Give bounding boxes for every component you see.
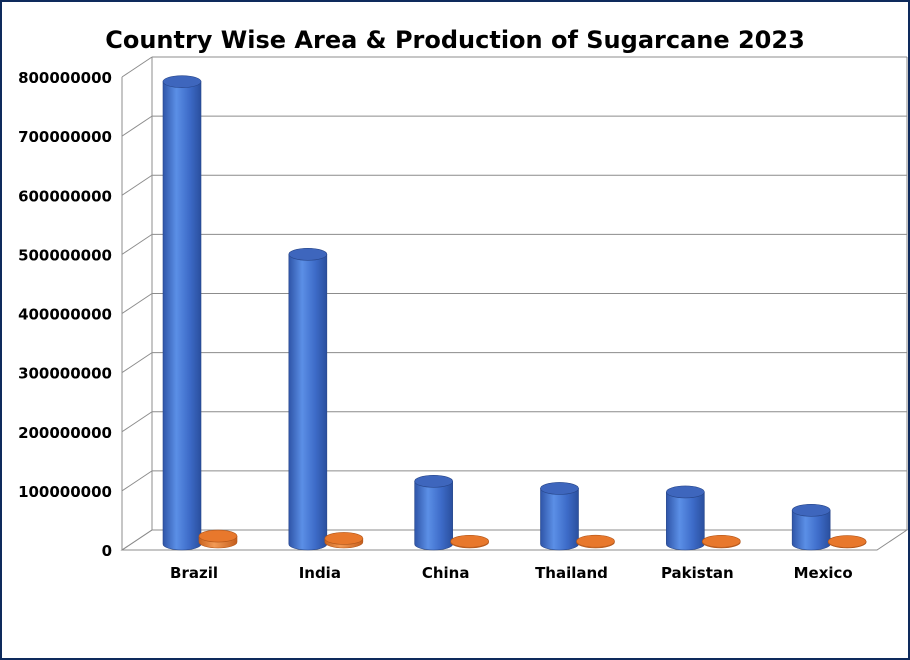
bar-series1 bbox=[666, 485, 705, 551]
side-gridline bbox=[121, 174, 153, 196]
y-axis: 0 100000000 200000000 300000000 400000000 500… bbox=[18, 69, 112, 560]
bar-top bbox=[540, 482, 579, 495]
side-gridline bbox=[121, 293, 153, 314]
y-tick-label: 600000000 bbox=[18, 187, 112, 205]
x-tick-label: Pakistan bbox=[661, 564, 734, 582]
floor bbox=[120, 529, 908, 551]
side-gridline bbox=[121, 352, 153, 374]
bar-top bbox=[702, 534, 741, 548]
bars-layer bbox=[162, 75, 867, 551]
bar-body bbox=[414, 481, 453, 551]
bar-body bbox=[540, 488, 579, 551]
bar-top bbox=[666, 485, 705, 499]
bar-top bbox=[162, 75, 202, 88]
bar-series1 bbox=[162, 75, 202, 551]
grid-layer bbox=[120, 56, 908, 551]
side-gridline bbox=[121, 56, 153, 78]
x-tick-label: India bbox=[299, 564, 341, 582]
bar-top bbox=[198, 529, 238, 543]
x-tick-label: Mexico bbox=[794, 564, 853, 582]
bar-series2 bbox=[198, 529, 238, 549]
bar-body bbox=[666, 491, 705, 551]
bar-top bbox=[827, 535, 867, 548]
bar-series2 bbox=[827, 535, 867, 549]
bar-top bbox=[324, 532, 364, 545]
y-tick-label: 800000000 bbox=[18, 69, 112, 87]
bar-series2 bbox=[702, 534, 741, 549]
bar-top bbox=[576, 534, 615, 548]
y-tick-label: 400000000 bbox=[18, 306, 112, 324]
bar-series2 bbox=[450, 534, 489, 549]
y-tick-label: 500000000 bbox=[18, 246, 112, 264]
side-gridline bbox=[121, 233, 153, 255]
x-axis: Brazil India China Thailand Pakistan Mexico bbox=[170, 564, 853, 582]
side-gridline bbox=[121, 115, 153, 137]
bar-series1 bbox=[414, 475, 453, 551]
side-gridline bbox=[121, 411, 153, 433]
bar-series2 bbox=[324, 532, 364, 549]
y-tick-label: 0 bbox=[102, 542, 112, 560]
chart-title: Country Wise Area & Production of Sugarc… bbox=[105, 26, 805, 54]
x-tick-label: China bbox=[422, 564, 470, 582]
bar-series1 bbox=[288, 247, 328, 551]
y-tick-label: 200000000 bbox=[18, 424, 112, 442]
bar-series2 bbox=[576, 534, 615, 549]
bar-top bbox=[791, 503, 831, 517]
bar-series1 bbox=[791, 503, 831, 551]
bar-body bbox=[162, 81, 202, 551]
bar-top bbox=[450, 534, 489, 548]
y-tick-label: 300000000 bbox=[18, 365, 112, 383]
bar-top bbox=[288, 247, 328, 261]
y-tick-label: 100000000 bbox=[18, 483, 112, 501]
y-tick-label: 700000000 bbox=[18, 128, 112, 146]
x-tick-label: Thailand bbox=[535, 564, 608, 582]
bar-series1 bbox=[540, 482, 579, 551]
bar-top bbox=[414, 475, 453, 488]
x-tick-label: Brazil bbox=[170, 564, 218, 582]
bar-body bbox=[288, 253, 328, 551]
side-gridline bbox=[121, 470, 153, 492]
